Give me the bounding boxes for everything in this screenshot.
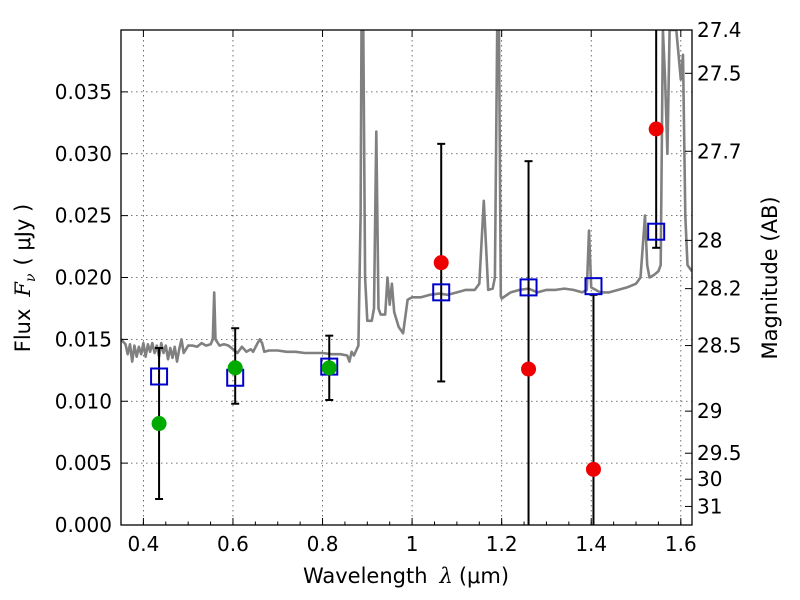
spectrum-line xyxy=(121,30,692,363)
non-detection-point xyxy=(521,361,537,377)
y-tick-label: 0.005 xyxy=(55,451,112,475)
non-detection-point xyxy=(648,121,664,137)
y-tick-label: 0.030 xyxy=(55,142,112,166)
mag-tick-label: 30 xyxy=(697,467,722,491)
y-axis-title: FluxFν( μJy ) xyxy=(11,204,39,352)
model-photometry-square xyxy=(519,278,538,297)
y-tick-label: 0.010 xyxy=(55,389,112,413)
data-markers xyxy=(150,121,666,477)
non-detection-point xyxy=(585,461,601,477)
error-bars xyxy=(155,30,661,525)
y-tick-label: 0.025 xyxy=(55,204,112,228)
model-photometry-square xyxy=(584,277,603,296)
grid-lines xyxy=(121,30,692,526)
mag-tick-label: 28.5 xyxy=(697,334,742,358)
x-tick-label: 1 xyxy=(406,532,419,556)
plot-area xyxy=(121,30,692,363)
x-tick-label: 1.2 xyxy=(486,532,518,556)
x-tick-label: 1.6 xyxy=(665,532,697,556)
y-tick-label: 0.015 xyxy=(55,327,112,351)
mag-tick-label: 27.7 xyxy=(697,139,742,163)
axes: 0.4 0.6 0.8 1 1.2 1.4 1.6 0.000 0.005 0.010 0.015 0… xyxy=(55,18,742,556)
x-tick-label: 0.8 xyxy=(307,532,339,556)
mag-tick-label: 29 xyxy=(697,399,722,423)
mag-tick-label: 28 xyxy=(697,228,722,252)
non-detection-point xyxy=(433,255,449,271)
model-photometry-square xyxy=(150,367,169,386)
mag-tick-label: 29.5 xyxy=(697,441,742,465)
y-tick-label: 0.020 xyxy=(55,266,112,290)
mag-tick-label: 27.4 xyxy=(697,18,742,42)
detection-point xyxy=(151,416,167,432)
model-photometry-square xyxy=(647,222,666,241)
x-tick-label: 0.6 xyxy=(217,532,249,556)
y-tick-label: 0.000 xyxy=(55,513,112,537)
x-tick-label: 0.4 xyxy=(127,532,159,556)
x-axis-title: Wavelength λ (μm) xyxy=(303,564,509,588)
detection-point xyxy=(227,360,243,376)
mag-tick-label: 27.5 xyxy=(697,61,742,85)
detection-point xyxy=(321,360,337,376)
y-tick-label: 0.035 xyxy=(55,80,112,104)
y2-axis-title: Magnitude (AB) xyxy=(758,196,782,359)
mag-tick-label: 31 xyxy=(697,494,722,518)
model-photometry-square xyxy=(432,283,451,302)
mag-tick-label: 28.2 xyxy=(697,277,742,301)
x-tick-label: 1.4 xyxy=(575,532,607,556)
